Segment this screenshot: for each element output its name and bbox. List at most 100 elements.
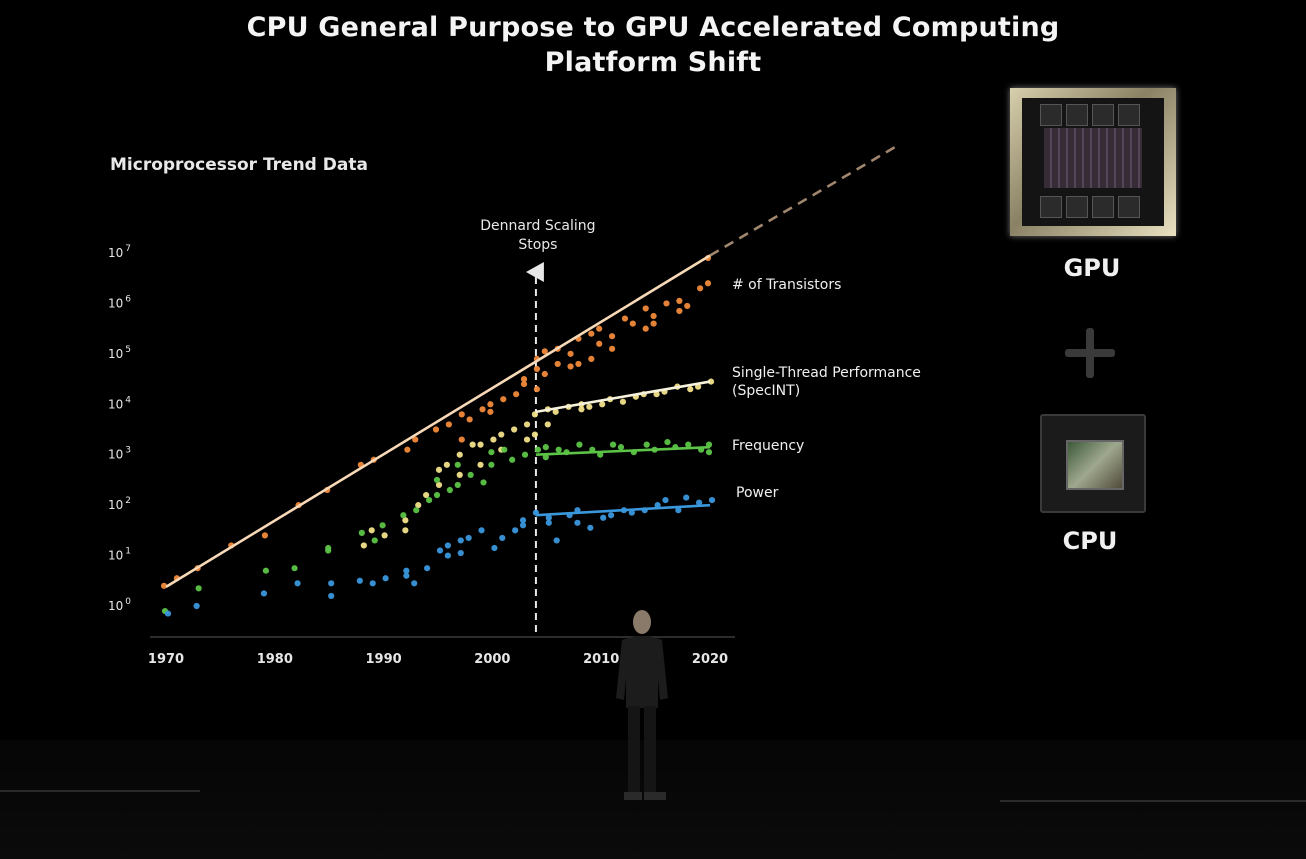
data-point bbox=[676, 307, 683, 315]
data-point bbox=[697, 285, 704, 292]
data-point bbox=[328, 592, 335, 600]
data-point bbox=[533, 386, 541, 393]
data-point bbox=[576, 441, 583, 448]
trend-extension-line bbox=[709, 145, 896, 257]
data-point bbox=[684, 302, 691, 310]
data-point bbox=[676, 297, 683, 305]
data-point bbox=[403, 567, 410, 574]
data-point bbox=[467, 471, 474, 478]
stage-edge-left bbox=[0, 790, 200, 792]
data-point bbox=[328, 580, 335, 587]
data-point bbox=[402, 527, 409, 534]
series-label: Frequency bbox=[732, 438, 804, 454]
data-point bbox=[500, 396, 507, 403]
data-point bbox=[454, 481, 461, 489]
data-point bbox=[650, 320, 657, 327]
data-point bbox=[435, 481, 443, 489]
data-point bbox=[413, 507, 420, 514]
trend-line bbox=[535, 503, 711, 517]
stage-edge-right bbox=[1000, 800, 1306, 802]
title-line-2: Platform Shift bbox=[544, 47, 762, 78]
data-point bbox=[541, 370, 548, 378]
data-point bbox=[619, 398, 627, 405]
data-point bbox=[642, 325, 649, 332]
data-point bbox=[653, 391, 660, 398]
data-point bbox=[542, 444, 549, 451]
data-point bbox=[541, 348, 548, 355]
data-point bbox=[533, 365, 541, 373]
data-point bbox=[596, 340, 603, 347]
data-point bbox=[379, 522, 386, 529]
data-point bbox=[400, 512, 407, 519]
data-point bbox=[294, 580, 301, 587]
data-point bbox=[458, 436, 465, 443]
data-point bbox=[574, 519, 581, 526]
data-point bbox=[555, 446, 562, 453]
data-point bbox=[415, 502, 422, 509]
data-point bbox=[696, 499, 703, 506]
data-point bbox=[160, 582, 168, 589]
data-point bbox=[607, 512, 615, 519]
data-point bbox=[509, 456, 516, 463]
y-tick-label: 10 1 bbox=[108, 547, 131, 563]
data-point bbox=[621, 315, 629, 322]
data-point bbox=[456, 471, 463, 478]
data-point bbox=[531, 431, 539, 438]
x-tick-label: 1990 bbox=[366, 652, 402, 667]
data-point bbox=[519, 522, 527, 529]
data-point bbox=[501, 446, 508, 453]
data-point bbox=[663, 300, 670, 307]
data-point bbox=[487, 401, 494, 408]
data-point bbox=[586, 403, 593, 410]
y-tick-label: 10 5 bbox=[108, 345, 131, 361]
data-point bbox=[664, 439, 671, 446]
chart-title: Microprocessor Trend Data bbox=[110, 155, 368, 175]
x-tick-label: 2020 bbox=[692, 652, 728, 667]
data-point bbox=[523, 421, 531, 428]
data-point bbox=[325, 544, 332, 552]
data-point bbox=[596, 325, 603, 332]
data-point bbox=[491, 544, 498, 552]
data-point bbox=[360, 542, 367, 549]
data-point bbox=[411, 580, 418, 587]
chart-axes: 1970 1980 1990 2000 2010 2020 10 0 10 1 10 2 10 3 10 4 1… bbox=[108, 244, 735, 667]
data-point bbox=[369, 580, 376, 587]
data-point bbox=[435, 466, 443, 473]
data-point bbox=[381, 532, 388, 539]
data-point bbox=[479, 406, 486, 413]
data-point bbox=[445, 421, 452, 428]
data-point bbox=[707, 378, 715, 385]
data-point bbox=[521, 451, 529, 458]
data-point bbox=[575, 360, 582, 368]
dennard-annotation-line-2: Stops bbox=[518, 237, 557, 253]
data-point bbox=[458, 411, 465, 418]
data-point bbox=[433, 476, 441, 484]
data-point bbox=[262, 567, 270, 574]
data-point bbox=[553, 537, 560, 544]
data-point bbox=[545, 519, 552, 526]
y-tick-label: 10 0 bbox=[108, 597, 131, 613]
data-point bbox=[600, 514, 607, 521]
data-point bbox=[498, 431, 505, 438]
data-point bbox=[685, 441, 692, 448]
gpu-label: GPU bbox=[1063, 254, 1121, 282]
data-point bbox=[511, 426, 518, 433]
data-point bbox=[554, 360, 561, 368]
presenter-figure bbox=[616, 610, 668, 800]
data-point bbox=[424, 565, 431, 572]
data-point bbox=[587, 524, 594, 531]
data-point bbox=[488, 461, 495, 468]
data-point bbox=[513, 391, 520, 398]
data-point bbox=[708, 497, 716, 504]
data-point bbox=[608, 333, 616, 340]
data-point bbox=[654, 502, 661, 509]
data-point bbox=[454, 461, 461, 468]
series-label: # of Transistors bbox=[732, 277, 841, 293]
data-point bbox=[643, 441, 650, 448]
data-point bbox=[356, 577, 363, 584]
data-point bbox=[195, 585, 202, 592]
cpu-chip-image bbox=[1040, 414, 1146, 513]
data-point bbox=[423, 491, 430, 499]
data-point bbox=[466, 416, 473, 423]
